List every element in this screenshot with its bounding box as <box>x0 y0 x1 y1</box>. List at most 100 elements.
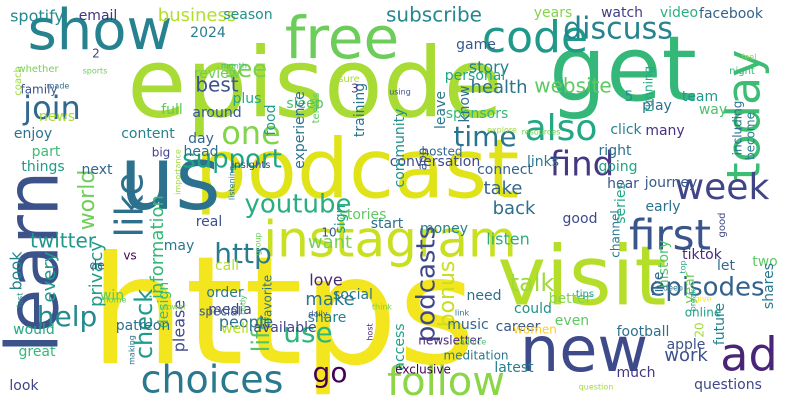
cloud-word: make <box>305 289 354 310</box>
cloud-word: find <box>550 145 615 185</box>
cloud-word: question <box>579 383 614 392</box>
cloud-word: coach <box>13 66 24 96</box>
cloud-word: great <box>18 344 56 360</box>
cloud-word: share <box>308 310 347 326</box>
cloud-word: much <box>616 365 655 381</box>
cloud-word: day <box>188 131 214 147</box>
cloud-word: live <box>651 272 667 297</box>
cloud-word: well <box>221 321 249 337</box>
cloud-word: best <box>195 73 238 97</box>
cloud-word: hosted <box>422 145 463 159</box>
cloud-word: tennis <box>311 93 322 124</box>
cloud-word: feel <box>742 53 757 62</box>
cloud-word: newsletter <box>418 334 482 348</box>
cloud-word: big <box>152 146 171 160</box>
cloud-word: social <box>333 287 373 303</box>
cloud-word: years <box>534 5 573 21</box>
cloud-word: every <box>39 251 60 302</box>
cloud-word: host <box>366 323 375 340</box>
cloud-word: apple <box>667 337 706 353</box>
cloud-word: join <box>22 89 81 127</box>
cloud-word: back <box>493 198 536 219</box>
cloud-word: review <box>194 66 240 82</box>
cloud-word: de <box>90 259 105 273</box>
cloud-word: think <box>372 303 393 312</box>
cloud-word: running <box>642 66 656 112</box>
cloud-word: check <box>130 289 158 359</box>
cloud-word: many <box>645 123 684 139</box>
cloud-word: order <box>206 285 244 301</box>
cloud-word: favorite <box>261 275 275 321</box>
cloud-word: things <box>21 159 64 175</box>
cloud-word: conversation <box>390 154 480 170</box>
cloud-word: football <box>617 324 670 340</box>
cloud-word: good <box>563 211 598 227</box>
cloud-word: could <box>514 301 552 317</box>
cloud-word: stories <box>340 207 387 223</box>
cloud-word: head <box>184 144 219 160</box>
cloud-word: shares <box>761 263 777 309</box>
cloud-word: visit <box>498 229 667 324</box>
cloud-word: full <box>161 102 183 118</box>
cloud-word: one <box>221 114 281 152</box>
cloud-word: night <box>729 66 755 77</box>
cloud-word: story <box>469 58 509 77</box>
cloud-word: using <box>389 88 411 97</box>
cloud-word: privacy <box>86 241 107 307</box>
cloud-word: around <box>192 105 241 121</box>
cloud-word: want <box>308 232 352 253</box>
cloud-word: personal <box>445 68 505 84</box>
cloud-word: questions <box>694 377 762 393</box>
cloud-word: game <box>456 37 496 53</box>
cloud-word: daily <box>308 310 327 319</box>
cloud-word: 10 <box>321 226 336 240</box>
cloud-word: way <box>699 102 727 118</box>
cloud-word: look <box>9 378 39 394</box>
cloud-word: tips <box>576 289 594 300</box>
cloud-word: let <box>717 258 736 274</box>
cloud-word: listen <box>486 230 529 249</box>
cloud-word: please <box>170 300 189 352</box>
cloud-word: business <box>158 5 236 26</box>
cloud-word: insights <box>232 160 271 171</box>
cloud-word: people <box>219 313 273 332</box>
cloud-word: instagram <box>263 211 517 269</box>
cloud-word: time <box>453 120 516 153</box>
cloud-word: win <box>100 288 124 304</box>
cloud-word: talk <box>510 269 555 297</box>
cloud-word: world <box>75 170 100 231</box>
cloud-word: video <box>660 5 698 21</box>
cloud-word: channel <box>609 210 623 257</box>
cloud-word: episodes <box>649 273 764 303</box>
cloud-word: two <box>752 254 778 270</box>
cloud-word: family <box>20 83 57 97</box>
cloud-word: leave <box>433 91 449 129</box>
cloud-word: need <box>467 288 502 304</box>
cloud-word: training <box>352 83 368 137</box>
cloud-word: choices <box>141 358 284 402</box>
cloud-word: 3 <box>351 82 359 96</box>
cloud-word: good <box>717 213 728 238</box>
cloud-word: bonus <box>435 261 460 328</box>
cloud-word: show <box>28 0 173 63</box>
cloud-word: future <box>712 303 728 345</box>
cloud-word: twitter <box>30 229 97 253</box>
cloud-word: going <box>598 159 637 175</box>
cloud-word: play <box>642 98 672 114</box>
cloud-word: life <box>247 316 275 353</box>
cloud-word: enjoy <box>14 126 52 142</box>
cloud-word: call <box>215 258 239 274</box>
cloud-word: design <box>156 282 172 328</box>
cloud-word: podcasts <box>412 226 442 342</box>
cloud-word: information <box>147 195 168 299</box>
cloud-word: latest <box>494 360 534 376</box>
cloud-word: available <box>253 320 316 336</box>
cloud-word: hear <box>607 176 639 192</box>
cloud-word: free <box>285 4 399 72</box>
cloud-word: whether <box>17 64 59 75</box>
cloud-word: meditation <box>443 349 508 363</box>
cloud-word: http <box>214 237 271 270</box>
cloud-word: month <box>221 62 247 71</box>
cloud-word: vs <box>123 249 136 263</box>
cloud-word: team <box>682 89 718 105</box>
